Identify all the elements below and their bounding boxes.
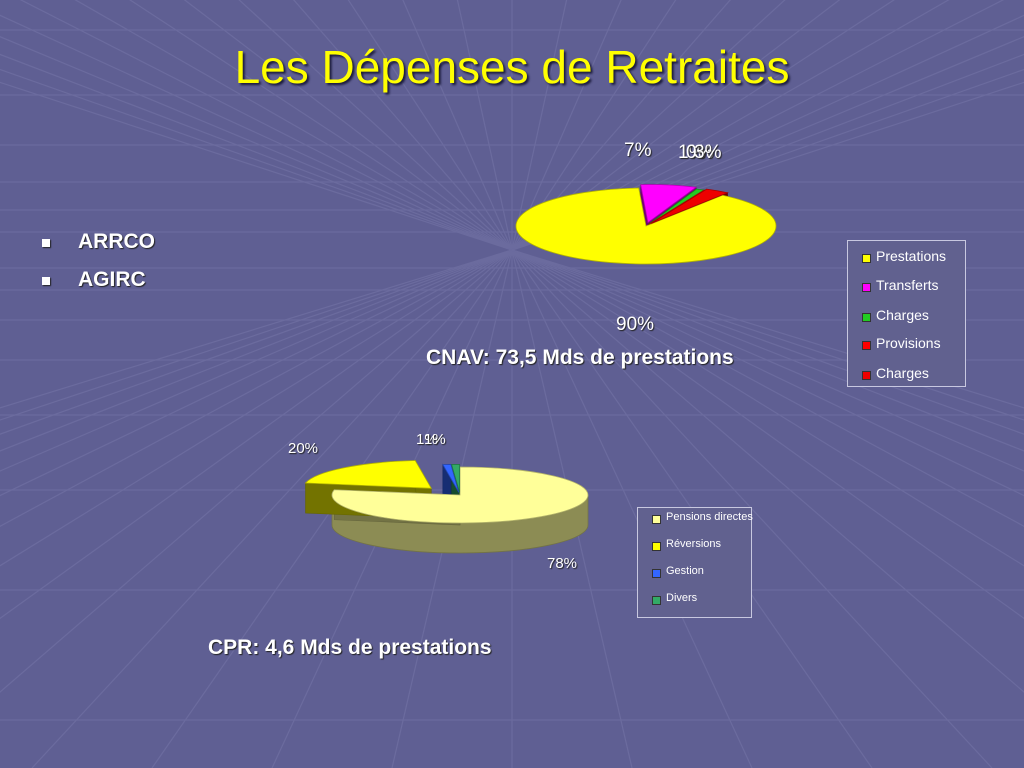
grid-line [0, 249, 513, 421]
legend-swatch [652, 515, 661, 524]
grid-line [0, 249, 513, 472]
grid-line [511, 0, 895, 251]
legend-label: Réversions [666, 538, 722, 550]
grid-line [238, 0, 513, 251]
legend-label: Provisions [876, 335, 941, 351]
grid-line [511, 0, 568, 251]
grid-line [511, 0, 786, 251]
grid-line [0, 249, 513, 620]
grid-line [511, 0, 950, 251]
bullet-text: AGIRC [78, 268, 146, 291]
legend-label: Prestations [876, 248, 947, 264]
cnav-legend: Prestations Transferts Charges Provision… [847, 240, 966, 387]
grid-line [19, 0, 513, 251]
grid-line [0, 53, 513, 251]
legend-swatch [862, 313, 871, 322]
legend-swatch [652, 596, 661, 605]
data-label: 1% [416, 431, 438, 448]
bullet-square-icon [42, 239, 50, 247]
grid-line [511, 249, 1024, 435]
pie-slice [650, 188, 729, 224]
legend-label: Charges [876, 365, 929, 381]
grid-line [456, 0, 513, 251]
data-label: 7% [624, 140, 652, 161]
grid-line [511, 249, 1024, 567]
data-label: 20% [288, 440, 319, 457]
grid-line [0, 249, 513, 409]
grid-line [511, 53, 1024, 251]
legend-swatch [652, 569, 661, 578]
grid-line [511, 0, 1005, 251]
data-label: 1% [424, 431, 446, 448]
grid-line [511, 14, 1024, 251]
legend-label: Transferts [876, 277, 939, 293]
legend-label: Gestion [666, 565, 704, 577]
grid-line [511, 81, 1024, 251]
grid-line [511, 0, 622, 251]
grid-line [511, 249, 1024, 452]
grid-line [0, 249, 513, 693]
legend-swatch [652, 542, 661, 551]
grid-line [511, 249, 1024, 527]
grid-line [0, 249, 513, 527]
grid-line [0, 81, 513, 251]
grid-line [31, 249, 513, 768]
legend-label: Divers [666, 592, 698, 604]
grid-line [511, 249, 753, 768]
grid-line [0, 249, 513, 567]
grid-line [511, 249, 1024, 421]
data-label: 78% [547, 555, 578, 572]
legend-swatch [862, 371, 871, 380]
grid-line [511, 249, 1024, 620]
pie-slice [331, 466, 589, 524]
grid-line [0, 36, 513, 251]
data-label: 1% [678, 142, 706, 163]
bullet-square-icon [42, 277, 50, 285]
grid-line [183, 0, 513, 251]
legend-swatch [862, 283, 871, 292]
cnav-caption: CNAV: 73,5 Mds de prestations [426, 346, 734, 369]
data-label: 0% [686, 142, 714, 163]
cpr-caption: CPR: 4,6 Mds de prestations [208, 636, 492, 659]
slide-title: Les Dépenses de Retraites [234, 41, 790, 93]
grid-line [0, 249, 513, 435]
grid-line [511, 36, 1024, 251]
grid-line [0, 68, 513, 251]
grid-line [511, 249, 1024, 693]
pie-slice [515, 187, 777, 265]
grid-line [511, 249, 1024, 497]
grid-line [0, 14, 513, 251]
pie-slice [451, 463, 461, 493]
pie-slice [304, 460, 432, 489]
legend-label: Charges [876, 307, 929, 323]
bullet-text: ARRCO [78, 230, 155, 253]
grid-line [0, 249, 513, 497]
legend-label: Pensions directes [666, 511, 753, 523]
legend-swatch [862, 341, 871, 350]
pie-slice [442, 464, 460, 493]
data-label: 90% [616, 314, 655, 335]
pie-slice [640, 184, 698, 224]
legend-swatch [862, 254, 871, 263]
grid-line [511, 249, 1024, 409]
grid-line [74, 0, 513, 251]
grid-line [511, 68, 1024, 251]
grid-line [511, 0, 731, 251]
grid-line [0, 249, 513, 452]
grid-line [347, 0, 513, 251]
grid-line [293, 0, 513, 251]
grid-line [511, 0, 841, 251]
grid-line [402, 0, 513, 251]
cpr-legend: Pensions directes Réversions Gestion Div… [637, 507, 753, 618]
grid-line [511, 0, 677, 251]
grid-line [511, 249, 993, 768]
data-label: 3% [694, 142, 722, 163]
grid-line [511, 249, 1024, 472]
grid-line [129, 0, 513, 251]
